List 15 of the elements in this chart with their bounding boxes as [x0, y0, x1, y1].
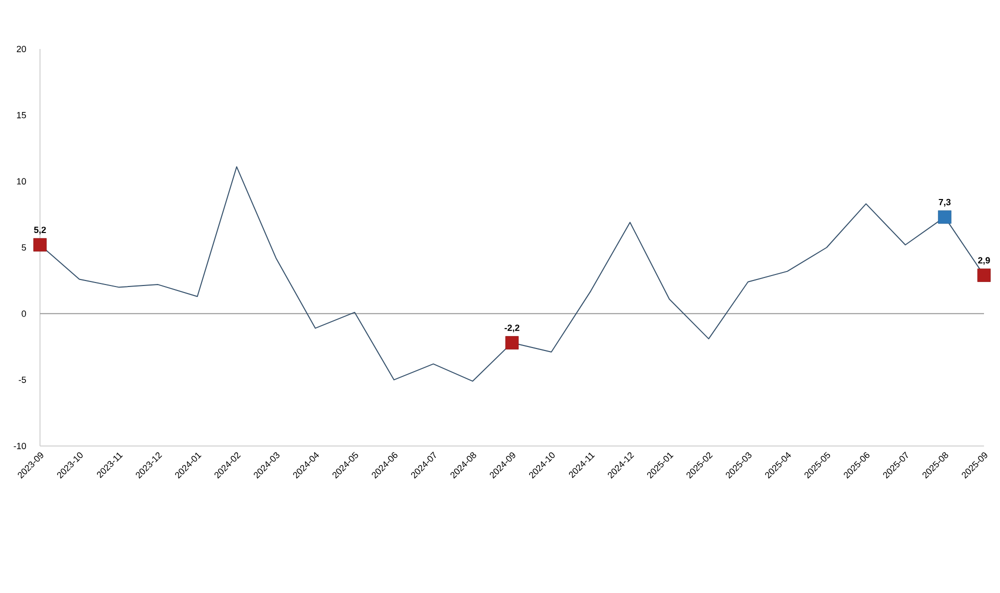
point [505, 336, 519, 350]
y-tick-label: 20 [16, 46, 26, 52]
data-label: 7,3 [938, 198, 951, 207]
y-tick-label: -5 [18, 376, 26, 383]
point [977, 268, 991, 282]
y-tick-label: 0 [22, 310, 26, 317]
y-tick-label: 15 [17, 112, 26, 118]
data-label: -2,2 [504, 324, 520, 332]
point [938, 210, 952, 224]
point [33, 238, 47, 252]
y-tick-label: 10 [17, 178, 26, 185]
y-tick-label: 5 [22, 244, 26, 251]
data-label: 2,9 [978, 257, 990, 265]
data-label: 5,2 [34, 226, 46, 234]
y-tick-label: -10 [14, 442, 26, 450]
